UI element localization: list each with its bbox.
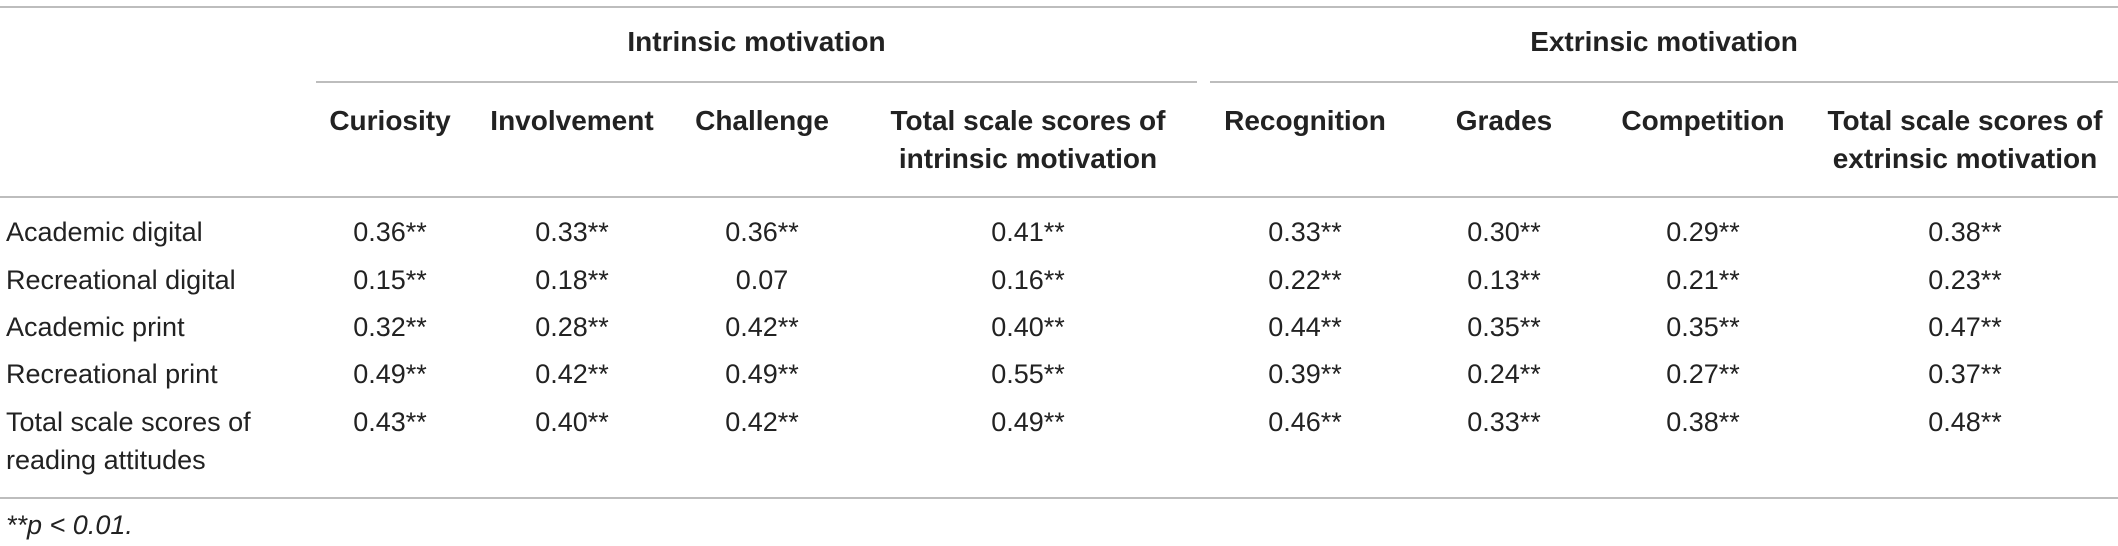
column-header-recognition-text: Recognition: [1224, 105, 1386, 136]
table-bottom-rule: [0, 497, 2118, 499]
header-bottom-rule: [0, 196, 2118, 198]
column-header-involvement-text: Involvement: [490, 105, 654, 136]
cell-row3-grades: 0.35**: [1467, 312, 1541, 342]
column-header-involvement: Involvement: [478, 102, 666, 140]
cell-row1-challenge: 0.36**: [725, 217, 799, 247]
column-header-competition: Competition: [1608, 102, 1798, 140]
cell-row4-grades: 0.24**: [1467, 359, 1541, 389]
column-header-total-extrinsic: Total scale scores of extrinsic motivati…: [1812, 102, 2118, 178]
table-footnote: **p < 0.01.: [6, 510, 133, 540]
column-header-total-extrinsic-line2: extrinsic motivation: [1832, 143, 2098, 174]
cell-row4-recognition: 0.39**: [1268, 359, 1342, 389]
cell-row5-competition: 0.38**: [1666, 407, 1740, 437]
cell-row1-total-extrinsic: 0.38**: [1928, 217, 2002, 247]
table-top-rule: [0, 6, 2118, 8]
cell-row2-grades: 0.13**: [1467, 265, 1541, 295]
cell-row4-total-extrinsic: 0.37**: [1928, 359, 2002, 389]
row-label-academic-digital: Academic digital: [6, 217, 203, 247]
cell-row5-total-intrinsic: 0.49**: [991, 407, 1065, 437]
cell-row2-challenge: 0.07: [735, 265, 789, 295]
cell-row2-competition: 0.21**: [1666, 265, 1740, 295]
cell-row3-involvement: 0.28**: [535, 312, 609, 342]
cell-row1-involvement: 0.33**: [535, 217, 609, 247]
cell-row4-total-intrinsic: 0.55**: [991, 359, 1065, 389]
column-header-curiosity-text: Curiosity: [329, 105, 451, 136]
cell-row3-curiosity: 0.32**: [353, 312, 427, 342]
row-label-total-reading-attitudes-line2: reading attitudes: [6, 445, 206, 475]
cell-row2-involvement: 0.18**: [535, 265, 609, 295]
column-header-challenge: Challenge: [680, 102, 844, 140]
cell-row2-total-extrinsic: 0.23**: [1928, 265, 2002, 295]
cell-row5-challenge: 0.42**: [725, 407, 799, 437]
cell-row3-competition: 0.35**: [1666, 312, 1740, 342]
column-header-competition-text: Competition: [1621, 105, 1785, 136]
column-header-total-intrinsic-line2: intrinsic motivation: [898, 143, 1158, 174]
row-label-recreational-print: Recreational print: [6, 359, 218, 389]
cell-row1-recognition: 0.33**: [1268, 217, 1342, 247]
column-header-challenge-text: Challenge: [695, 105, 829, 136]
column-header-curiosity: Curiosity: [316, 102, 464, 140]
cell-row1-curiosity: 0.36**: [353, 217, 427, 247]
extrinsic-group-rule: [1210, 81, 2118, 83]
cell-row5-involvement: 0.40**: [535, 407, 609, 437]
cell-row5-total-extrinsic: 0.48**: [1928, 407, 2002, 437]
cell-row3-total-extrinsic: 0.47**: [1928, 312, 2002, 342]
cell-row4-involvement: 0.42**: [535, 359, 609, 389]
group-header-intrinsic: Intrinsic motivation: [627, 26, 886, 57]
cell-row2-curiosity: 0.15**: [353, 265, 427, 295]
cell-row5-curiosity: 0.43**: [353, 407, 427, 437]
intrinsic-group-rule: [316, 81, 1197, 83]
row-label-total-reading-attitudes: Total scale scores of reading attitudes: [6, 403, 251, 479]
cell-row3-recognition: 0.44**: [1268, 312, 1342, 342]
column-header-total-intrinsic-line1: Total scale scores of: [890, 105, 1166, 136]
cell-row5-grades: 0.33**: [1467, 407, 1541, 437]
row-label-academic-print: Academic print: [6, 312, 185, 342]
cell-row3-challenge: 0.42**: [725, 312, 799, 342]
row-label-total-reading-attitudes-line1: Total scale scores of: [6, 407, 251, 437]
cell-row3-total-intrinsic: 0.40**: [991, 312, 1065, 342]
column-header-grades: Grades: [1414, 102, 1594, 140]
row-label-recreational-digital: Recreational digital: [6, 265, 236, 295]
column-header-total-extrinsic-line1: Total scale scores of: [1827, 105, 2103, 136]
cell-row1-competition: 0.29**: [1666, 217, 1740, 247]
cell-row4-curiosity: 0.49**: [353, 359, 427, 389]
cell-row2-total-intrinsic: 0.16**: [991, 265, 1065, 295]
group-header-extrinsic: Extrinsic motivation: [1530, 26, 1798, 57]
cell-row5-recognition: 0.46**: [1268, 407, 1342, 437]
cell-row4-competition: 0.27**: [1666, 359, 1740, 389]
cell-row4-challenge: 0.49**: [725, 359, 799, 389]
cell-row1-total-intrinsic: 0.41**: [991, 217, 1065, 247]
column-header-grades-text: Grades: [1455, 105, 1553, 136]
cell-row1-grades: 0.30**: [1467, 217, 1541, 247]
column-header-total-intrinsic: Total scale scores of intrinsic motivati…: [858, 102, 1198, 178]
column-header-recognition: Recognition: [1210, 102, 1400, 140]
cell-row2-recognition: 0.22**: [1268, 265, 1342, 295]
